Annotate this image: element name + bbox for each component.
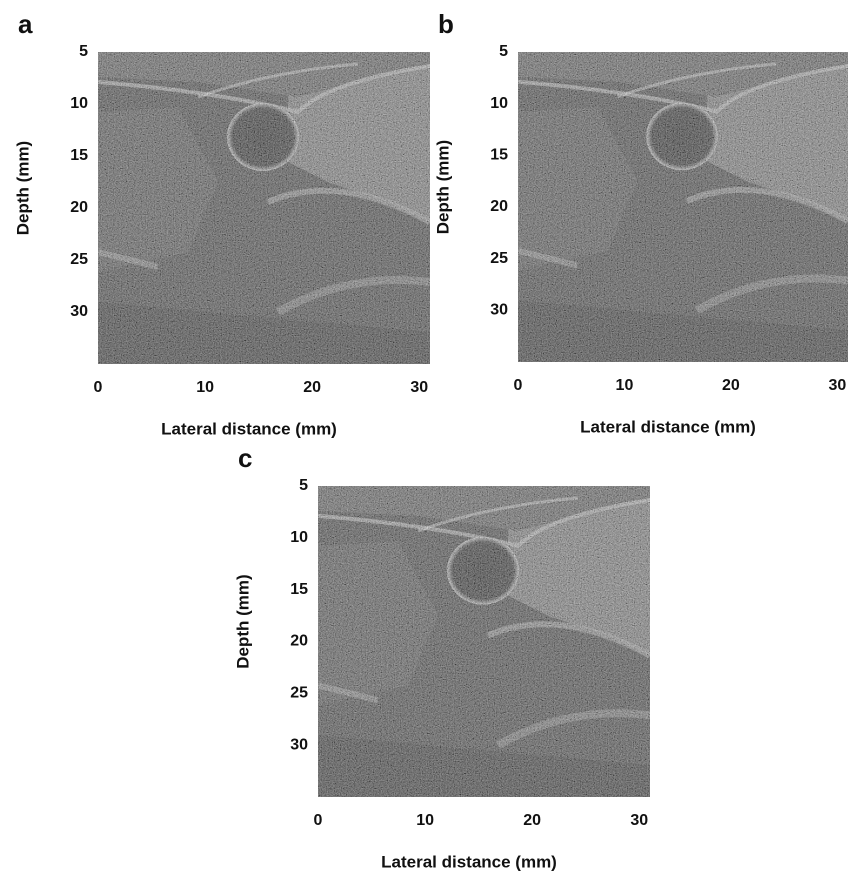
x-tick-label: 10 <box>416 812 434 829</box>
y-tick-label: 25 <box>490 250 508 267</box>
x-tick-label: 20 <box>722 377 740 394</box>
y-tick-label: 20 <box>70 199 88 216</box>
y-axis-label: Depth (mm) <box>433 140 452 234</box>
y-tick-label: 10 <box>490 95 508 112</box>
x-axis-label: Lateral distance (mm) <box>381 852 557 871</box>
x-tick-label: 0 <box>514 377 523 394</box>
x-axis-label: Lateral distance (mm) <box>580 417 756 436</box>
panel-label: a <box>18 9 33 39</box>
x-tick-label: 30 <box>828 377 846 394</box>
y-tick-label: 15 <box>290 581 308 598</box>
panel: 0 10 20 30 5 10 15 20 25 30 a Lateral distance (mm)… <box>13 9 430 438</box>
ultrasound-image <box>318 486 650 797</box>
y-tick-label: 30 <box>290 736 308 753</box>
y-tick-label: 10 <box>70 95 88 112</box>
y-tick-label: 15 <box>490 147 508 164</box>
y-tick-label: 30 <box>490 302 508 319</box>
y-tick-label: 5 <box>79 43 88 60</box>
y-tick-label: 10 <box>290 529 308 546</box>
x-tick-label: 30 <box>410 379 428 396</box>
y-tick-label: 5 <box>499 43 508 60</box>
x-tick-label: 20 <box>303 379 321 396</box>
y-tick-label: 20 <box>490 198 508 215</box>
panel: 0 10 20 30 5 10 15 20 25 30 c Lateral distance (mm)… <box>233 443 650 871</box>
x-tick-label: 10 <box>616 377 634 394</box>
x-tick-label: 20 <box>523 812 541 829</box>
panel-label: c <box>238 443 252 473</box>
x-tick-label: 0 <box>314 812 323 829</box>
y-axis-label: Depth (mm) <box>13 141 32 235</box>
ultrasound-image <box>518 52 848 362</box>
y-tick-label: 20 <box>290 633 308 650</box>
panel: 0 10 20 30 5 10 15 20 25 30 b Lateral distance (mm)… <box>433 9 848 436</box>
panel-label: b <box>438 9 454 39</box>
y-tick-label: 5 <box>299 477 308 494</box>
x-axis-label: Lateral distance (mm) <box>161 419 337 438</box>
y-tick-label: 25 <box>290 685 308 702</box>
ultrasound-image <box>98 52 430 364</box>
x-tick-label: 0 <box>94 379 103 396</box>
y-axis-label: Depth (mm) <box>233 574 252 668</box>
y-tick-label: 15 <box>70 147 88 164</box>
y-tick-label: 30 <box>70 303 88 320</box>
y-tick-label: 25 <box>70 251 88 268</box>
x-tick-label: 30 <box>630 812 648 829</box>
x-tick-label: 10 <box>196 379 214 396</box>
